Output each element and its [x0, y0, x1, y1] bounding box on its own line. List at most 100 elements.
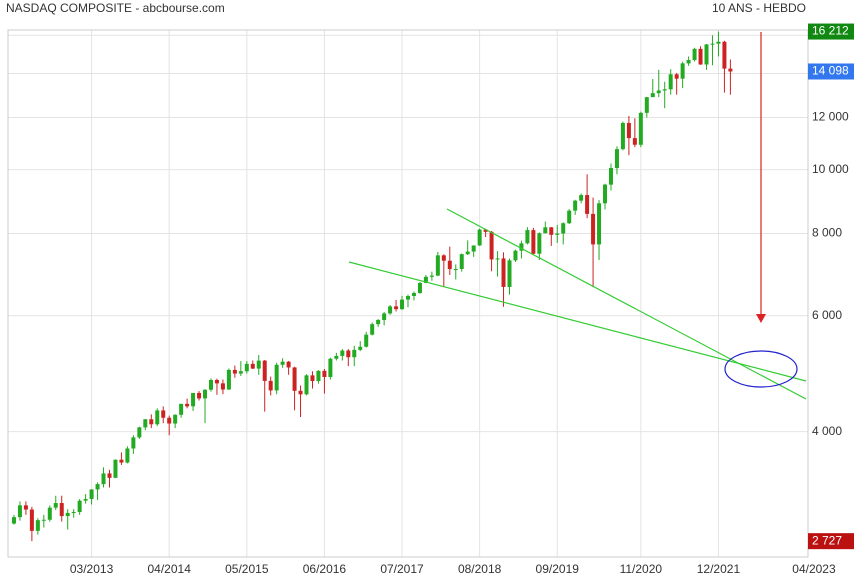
candle-body	[226, 369, 231, 390]
candle-body	[483, 229, 488, 232]
candle-body	[310, 375, 315, 382]
candle-body	[29, 509, 34, 531]
candle-body	[280, 361, 285, 365]
plot-frame	[7, 29, 809, 558]
candle-body	[608, 168, 613, 185]
candle-body	[298, 390, 303, 395]
candle-body	[352, 349, 357, 358]
candle-body	[382, 313, 387, 320]
candle-body	[435, 255, 440, 276]
candle-body	[710, 43, 715, 45]
candle-body	[119, 459, 124, 463]
candle-body	[322, 370, 327, 377]
grid	[8, 30, 808, 557]
highlight-ellipse	[724, 350, 798, 388]
candle-body	[626, 122, 631, 139]
arrow-head	[756, 314, 766, 323]
candle-body	[406, 295, 410, 300]
price-label: 14 098	[812, 64, 849, 78]
candle-body	[83, 499, 88, 501]
candle-body	[47, 507, 52, 520]
candle-body	[11, 517, 16, 524]
candle-body	[113, 459, 118, 478]
candle-body	[507, 260, 512, 287]
candle-body	[179, 403, 184, 415]
candle-body	[555, 233, 560, 235]
candle-body	[185, 403, 190, 407]
candle-body	[453, 268, 458, 270]
candle-body	[429, 275, 434, 277]
candle-body	[197, 392, 202, 399]
y-tick-label: 10 000	[812, 162, 849, 176]
candle-body	[149, 419, 154, 425]
candle-body	[65, 512, 70, 517]
candle-body	[161, 410, 166, 418]
candle-body	[573, 200, 578, 211]
candle-body	[471, 245, 476, 252]
candle-body	[597, 203, 602, 245]
x-tick-label: 06/2016	[303, 562, 347, 576]
candle-body	[423, 276, 428, 283]
candle-body	[519, 243, 524, 251]
candle-body	[208, 379, 213, 390]
chart-subtitle: 10 ANS - HEBDO	[712, 1, 806, 15]
candle-body	[716, 41, 721, 44]
x-tick-label: 12/2021	[697, 562, 741, 576]
candle-body	[644, 97, 649, 113]
y-tick-label: 12 000	[812, 110, 849, 124]
candle-body	[101, 473, 106, 485]
candle-body	[411, 293, 416, 296]
candle-body	[388, 306, 393, 314]
candle-body	[286, 361, 291, 368]
candle-body	[268, 380, 273, 391]
trend-line	[348, 261, 807, 382]
candle-body	[447, 260, 452, 270]
candle-body	[316, 370, 321, 382]
candle-body	[728, 68, 733, 72]
candle-body	[95, 484, 100, 490]
candle-body	[167, 417, 172, 424]
price-label: 16 212	[812, 24, 849, 38]
candle-body	[203, 389, 208, 399]
candle-body	[579, 195, 584, 201]
candle-body	[107, 473, 112, 478]
x-tick-label: 09/2019	[536, 562, 580, 576]
y-tick-label: 8 000	[812, 226, 842, 240]
candle-body	[274, 364, 279, 391]
candle-body	[549, 227, 554, 235]
candle-body	[238, 371, 243, 374]
x-tick-label: 08/2018	[458, 562, 502, 576]
candle-body	[531, 230, 536, 254]
candle-body	[692, 48, 697, 61]
candle-body	[220, 383, 225, 390]
candle-body	[489, 231, 494, 260]
candle-body	[459, 254, 464, 269]
candle-body	[340, 350, 345, 356]
x-tick-label: 07/2017	[380, 562, 424, 576]
candle-body	[501, 258, 506, 287]
candle-body	[17, 505, 22, 518]
candle-body	[394, 306, 399, 310]
candle-body	[638, 112, 643, 145]
candle-body	[155, 410, 160, 425]
chart-title: NASDAQ COMPOSITE - abcbourse.com	[6, 1, 225, 15]
candle-body	[346, 350, 351, 358]
candle-body	[632, 138, 637, 145]
candle-body	[620, 122, 625, 150]
candle-body	[698, 48, 703, 65]
x-tick-label: 05/2015	[225, 562, 269, 576]
candle-body	[585, 195, 590, 214]
candle-body	[614, 149, 619, 169]
candle-body	[722, 41, 727, 69]
candle-body	[543, 227, 548, 234]
y-tick-label: 4 000	[812, 424, 842, 438]
candles	[11, 31, 733, 542]
price-label-box	[808, 23, 854, 40]
trend-line	[446, 208, 807, 400]
candle-body	[400, 299, 405, 310]
candle-body	[704, 44, 709, 65]
candle-body	[53, 503, 58, 508]
x-tick-label: 04/2014	[147, 562, 191, 576]
